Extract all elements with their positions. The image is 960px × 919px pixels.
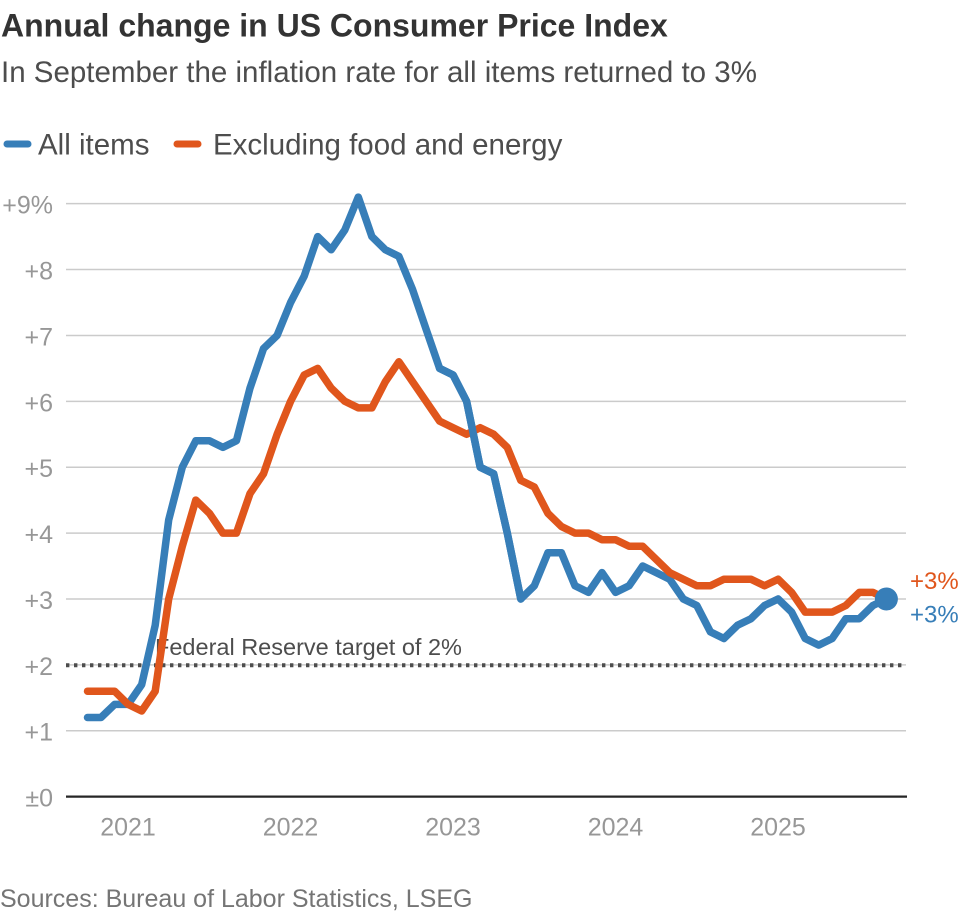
svg-text:+3%: +3% (910, 568, 959, 595)
svg-text:2023: 2023 (425, 814, 481, 842)
svg-text:All items: All items (38, 129, 149, 162)
svg-text:+4: +4 (24, 521, 53, 549)
svg-text:±0: ±0 (25, 785, 53, 813)
svg-text:+3%: +3% (910, 602, 959, 629)
svg-text:+8: +8 (24, 258, 53, 286)
svg-text:2024: 2024 (588, 814, 644, 842)
svg-text:In September the inflation rat: In September the inflation rate for all … (1, 56, 757, 89)
svg-text:2021: 2021 (100, 814, 156, 842)
svg-text:+2: +2 (24, 653, 53, 681)
svg-text:Federal Reserve target of 2%: Federal Reserve target of 2% (155, 634, 462, 660)
svg-text:Sources: Bureau of Labor Stati: Sources: Bureau of Labor Statistics, LSE… (0, 885, 472, 913)
svg-text:Excluding food and energy: Excluding food and energy (213, 129, 563, 162)
svg-text:Annual change in US Consumer P: Annual change in US Consumer Price Index (1, 8, 668, 44)
svg-text:+7: +7 (24, 323, 53, 351)
svg-text:+1: +1 (24, 719, 53, 747)
svg-text:+9%: +9% (2, 192, 53, 220)
svg-text:+3: +3 (24, 587, 53, 615)
svg-text:2025: 2025 (750, 814, 806, 842)
svg-text:+5: +5 (24, 455, 53, 483)
svg-text:+6: +6 (24, 389, 53, 417)
svg-text:2022: 2022 (263, 814, 319, 842)
